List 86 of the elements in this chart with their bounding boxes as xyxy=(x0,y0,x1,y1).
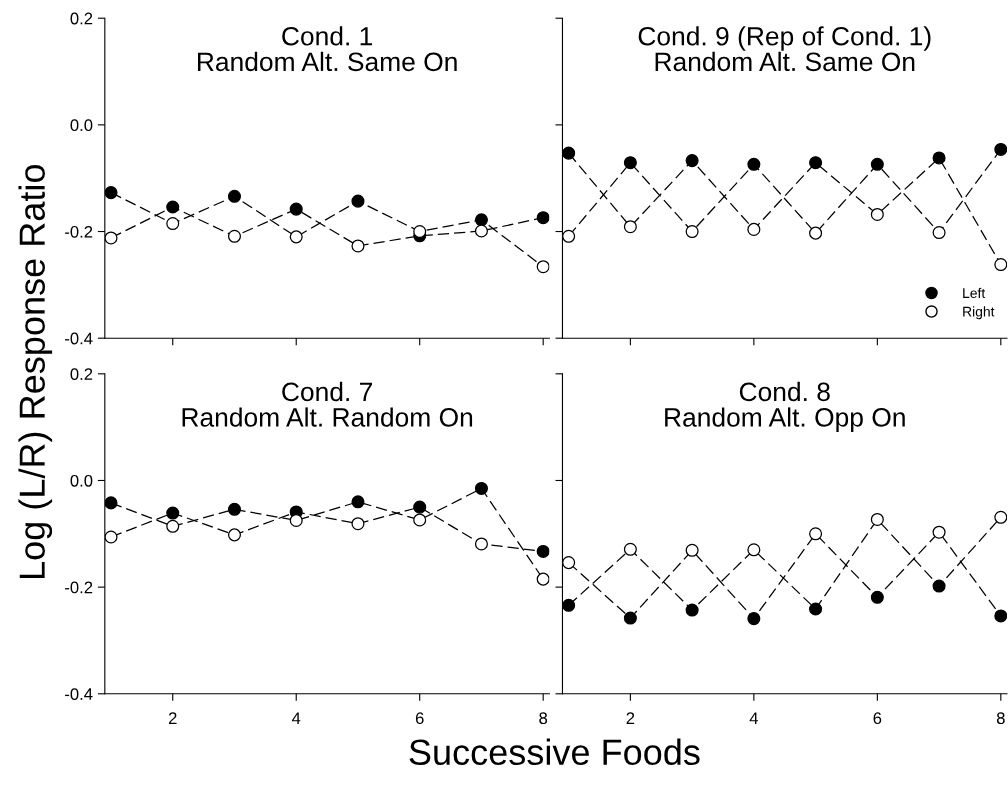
point xyxy=(809,527,823,541)
point xyxy=(870,512,884,526)
point xyxy=(994,142,1007,156)
y-tick-label: -0.2 xyxy=(65,581,93,594)
point xyxy=(623,542,637,556)
point xyxy=(351,239,365,253)
point xyxy=(227,229,242,243)
point xyxy=(227,502,242,516)
point xyxy=(562,598,576,612)
point xyxy=(474,224,488,238)
point xyxy=(536,572,550,586)
point xyxy=(351,517,365,531)
y-tick-label: 0.2 xyxy=(70,12,93,25)
point xyxy=(536,544,550,558)
y-tick-label: -0.4 xyxy=(65,688,93,700)
x-axis-title: Successive Foods xyxy=(409,738,700,766)
point xyxy=(562,146,576,160)
point xyxy=(994,510,1007,524)
point xyxy=(809,602,823,616)
point xyxy=(104,231,118,245)
point xyxy=(747,612,761,626)
point xyxy=(870,590,884,604)
point xyxy=(289,513,303,528)
point xyxy=(809,226,823,240)
point xyxy=(870,207,884,221)
point xyxy=(685,543,699,557)
point xyxy=(685,603,699,617)
point xyxy=(932,151,946,165)
point xyxy=(536,211,550,225)
point xyxy=(747,157,761,171)
point xyxy=(351,495,365,509)
point xyxy=(994,258,1007,272)
point xyxy=(809,156,823,170)
point xyxy=(166,217,180,231)
point xyxy=(747,222,761,236)
x-tick-label: 4 xyxy=(749,712,759,724)
point xyxy=(623,220,637,234)
point xyxy=(289,202,303,216)
point xyxy=(166,200,180,214)
x-tick-label: 8 xyxy=(996,712,1005,725)
legend-label: Left xyxy=(963,287,986,299)
point xyxy=(474,537,488,551)
point xyxy=(227,189,242,203)
legend-label: Right xyxy=(963,306,995,320)
y-tick-label: 0.0 xyxy=(70,119,93,132)
point xyxy=(166,519,180,533)
point xyxy=(413,225,427,239)
text: Cond. 9 (Rep of Cond. 1) Random Alt. Same On xyxy=(638,26,931,72)
text: Cond. 1 Random Alt. Same On xyxy=(197,26,457,72)
point xyxy=(413,500,427,514)
y-tick-label: 0.0 xyxy=(70,474,93,487)
point xyxy=(104,496,118,510)
point xyxy=(536,260,550,274)
x-tick-label: 4 xyxy=(291,712,301,724)
point xyxy=(932,226,946,240)
x-tick-label: 6 xyxy=(873,712,882,725)
x-tick-label: 8 xyxy=(539,712,548,725)
point xyxy=(474,481,488,496)
point xyxy=(623,156,637,170)
x-tick-label: 6 xyxy=(415,712,424,725)
point xyxy=(870,157,884,171)
point xyxy=(474,213,488,227)
point xyxy=(685,154,699,168)
x-tick-label: 2 xyxy=(626,712,635,724)
point xyxy=(413,513,427,527)
y-tick-label: -0.4 xyxy=(65,332,93,345)
point xyxy=(351,194,365,208)
point xyxy=(562,229,576,243)
y-axis-title: Log (L/R) Response Ratio xyxy=(18,164,53,579)
point xyxy=(166,506,180,520)
point xyxy=(104,186,118,200)
point xyxy=(562,556,576,570)
point xyxy=(932,525,946,539)
text: Cond. 7 Random Alt. Random On xyxy=(182,381,473,427)
point xyxy=(994,609,1007,623)
point xyxy=(685,225,699,239)
point xyxy=(227,528,242,542)
point xyxy=(104,530,118,544)
point xyxy=(289,230,303,244)
x-tick-label: 2 xyxy=(168,712,177,724)
y-tick-label: 0.2 xyxy=(70,368,93,381)
point xyxy=(932,579,946,593)
text: Cond. 8 Random Alt. Opp On xyxy=(665,381,905,432)
point xyxy=(623,611,637,625)
point xyxy=(747,543,761,557)
y-tick-label: -0.2 xyxy=(65,225,93,238)
